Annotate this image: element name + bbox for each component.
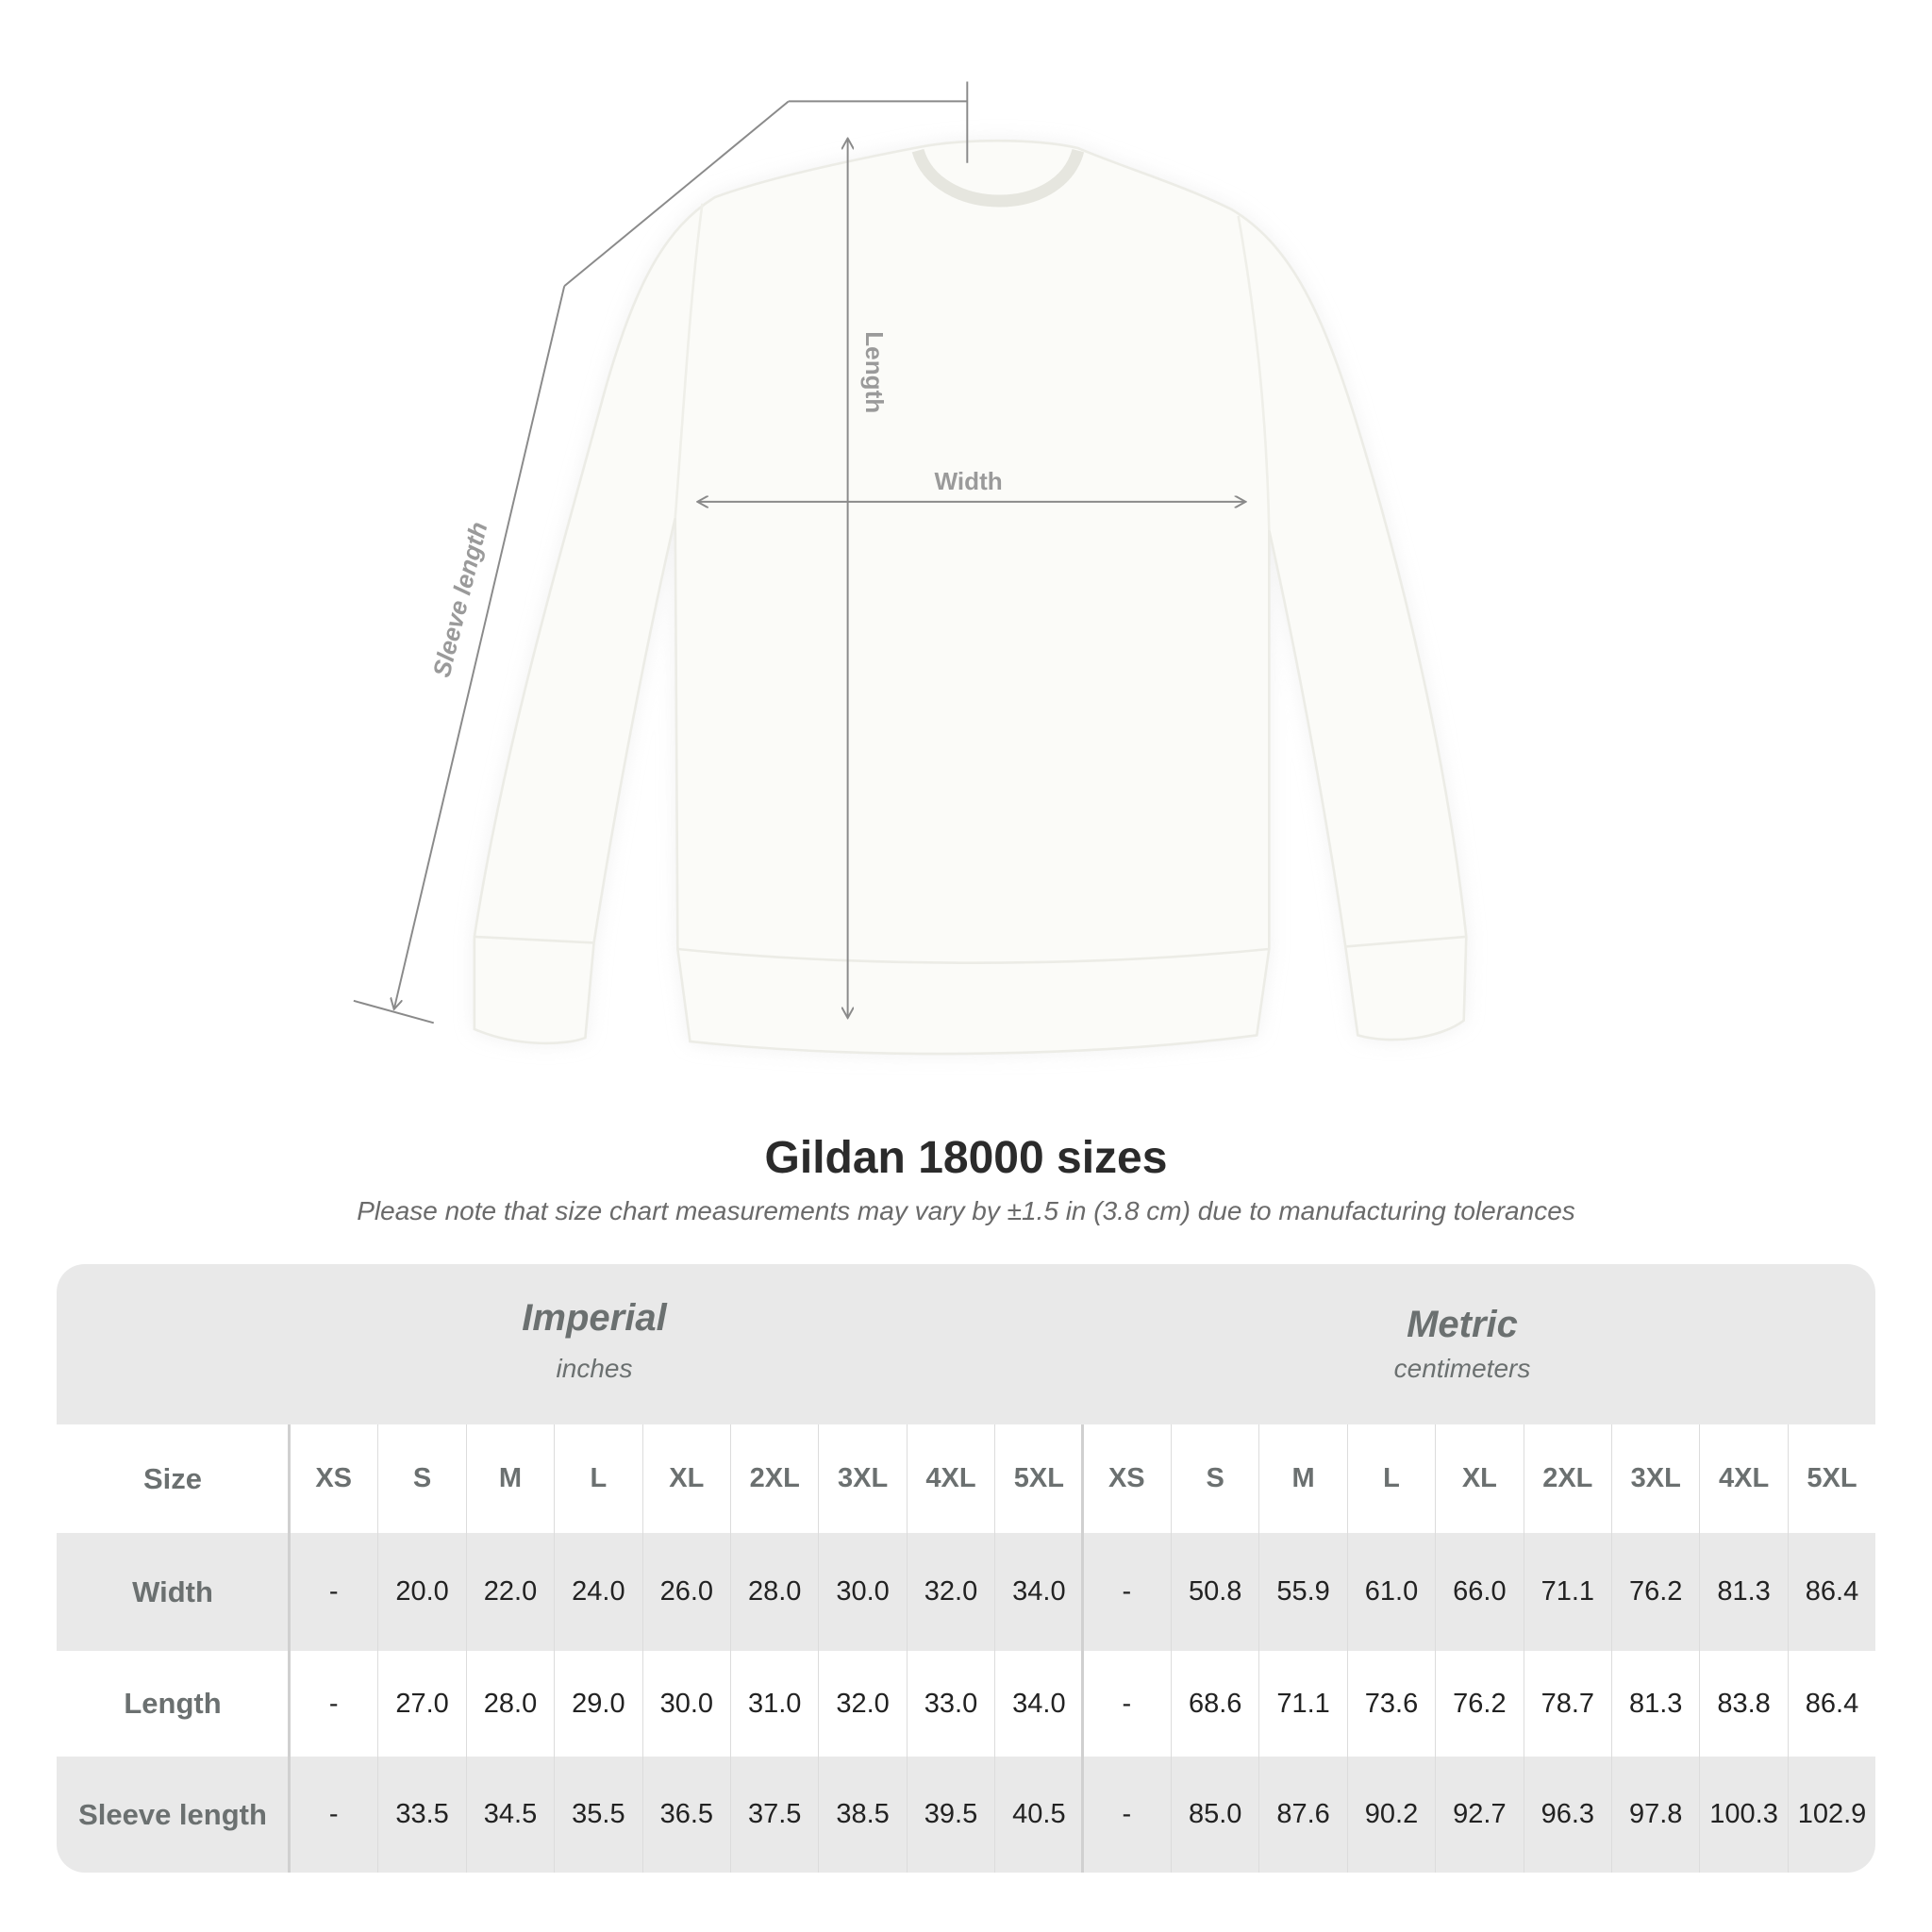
sleeve-length-label: Sleeve length (427, 519, 493, 680)
metric-cell: 50.8 (1171, 1533, 1258, 1651)
column-divider (288, 1424, 291, 1873)
imperial-cell: 35.5 (554, 1757, 641, 1873)
metric-cell: M (1258, 1424, 1346, 1533)
table-row: Width - 20.0 22.0 24.0 26.0 28.0 30.0 32.0 34.0 - 5… (57, 1533, 1875, 1651)
metric-cell: - (1122, 1688, 1132, 1719)
sweatshirt-shape (473, 139, 1468, 1056)
imperial-cell: XS (315, 1463, 353, 1493)
metric-cell: 102.9 (1787, 1757, 1875, 1873)
row-band (57, 1757, 1875, 1873)
imperial-cell: S (377, 1424, 465, 1533)
metric-cell: 55.9 (1258, 1533, 1346, 1651)
imperial-cell: 27.0 (377, 1651, 465, 1757)
imperial-cell: 36.5 (641, 1757, 730, 1873)
imperial-cell: - (328, 1576, 339, 1607)
measurement-lines (353, 81, 1244, 1024)
metric-cell: 76.2 (1611, 1533, 1699, 1651)
metric-cell: 86.4 (1787, 1651, 1875, 1757)
metric-cell: 78.7 (1523, 1651, 1611, 1757)
imperial-cell: 5XL (994, 1424, 1082, 1533)
imperial-cell: 20.0 (377, 1533, 465, 1651)
table-row: Length - 27.0 28.0 29.0 30.0 31.0 32.0 33.0 34.0 -… (57, 1651, 1875, 1757)
imperial-title: Imperial (522, 1297, 667, 1339)
length-label: Length (860, 331, 889, 413)
metric-unit: centimeters (1393, 1354, 1531, 1383)
metric-cell: 66.0 (1435, 1533, 1523, 1651)
system-header-band (57, 1264, 1875, 1424)
table-row: Sleeve length - 33.5 34.5 35.5 36.5 37.5 38.5 39… (57, 1757, 1875, 1873)
row-label: Size (142, 1461, 203, 1495)
metric-cell: L (1346, 1424, 1435, 1533)
imperial-cell: 32.0 (818, 1651, 906, 1757)
metric-cell: 2XL (1523, 1424, 1611, 1533)
sweatshirt-illustration: Length Width Sleeve length (353, 81, 1468, 1056)
metric-cell: 96.3 (1523, 1757, 1611, 1873)
imperial-cell: 2XL (730, 1424, 818, 1533)
metric-title: Metric (1407, 1304, 1518, 1345)
metric-cell: 85.0 (1171, 1757, 1258, 1873)
row-label: Width (132, 1574, 213, 1608)
metric-cell: 3XL (1611, 1424, 1699, 1533)
imperial-cell: 28.0 (465, 1651, 554, 1757)
metric-cell: 4XL (1699, 1424, 1787, 1533)
imperial-cell: - (328, 1799, 339, 1829)
imperial-unit: inches (556, 1354, 633, 1383)
imperial-cell: 34.0 (994, 1651, 1082, 1757)
imperial-cell: 28.0 (730, 1533, 818, 1651)
imperial-cell: 30.0 (818, 1533, 906, 1651)
metric-cell: 87.6 (1258, 1757, 1346, 1873)
imperial-cell: 29.0 (554, 1651, 641, 1757)
row-label: Length (124, 1687, 222, 1720)
metric-cell: - (1122, 1576, 1132, 1607)
size-table: Imperial inches Metric centimeters Size X… (57, 1264, 1875, 1873)
metric-cell: 81.3 (1611, 1651, 1699, 1757)
metric-cell: 73.6 (1346, 1651, 1435, 1757)
imperial-cell: 38.5 (818, 1757, 906, 1873)
imperial-cell: 40.5 (994, 1757, 1082, 1873)
metric-cell: 90.2 (1346, 1757, 1435, 1873)
row-band (57, 1533, 1875, 1651)
metric-cell: 76.2 (1435, 1651, 1523, 1757)
metric-cell: 83.8 (1699, 1651, 1787, 1757)
imperial-cell: 34.0 (994, 1533, 1082, 1651)
column-divider (1081, 1424, 1084, 1873)
imperial-cell: 39.5 (906, 1757, 994, 1873)
metric-cell: 100.3 (1699, 1757, 1787, 1873)
metric-cell: 92.7 (1435, 1757, 1523, 1873)
metric-cell: 71.1 (1523, 1533, 1611, 1651)
metric-cell: 68.6 (1171, 1651, 1258, 1757)
imperial-cell: 22.0 (465, 1533, 554, 1651)
width-label: Width (934, 467, 1002, 495)
metric-cell: - (1122, 1799, 1132, 1829)
imperial-cell: 33.5 (377, 1757, 465, 1873)
imperial-cell: XL (641, 1424, 730, 1533)
metric-cell: 5XL (1787, 1424, 1875, 1533)
metric-cell: 81.3 (1699, 1533, 1787, 1651)
imperial-cell: 31.0 (730, 1651, 818, 1757)
imperial-cell: 4XL (906, 1424, 994, 1533)
imperial-cell: 34.5 (465, 1757, 554, 1873)
imperial-cell: 26.0 (641, 1533, 730, 1651)
metric-cell: 61.0 (1346, 1533, 1435, 1651)
imperial-cell: 24.0 (554, 1533, 641, 1651)
metric-cell: S (1171, 1424, 1258, 1533)
imperial-cell: M (465, 1424, 554, 1533)
imperial-cell: 33.0 (906, 1651, 994, 1757)
metric-cell: 71.1 (1258, 1651, 1346, 1757)
imperial-cell: 3XL (818, 1424, 906, 1533)
page-title: Gildan 18000 sizes (764, 1133, 1168, 1183)
imperial-cell: 30.0 (641, 1651, 730, 1757)
imperial-cell: - (328, 1688, 339, 1719)
metric-cell: XS (1108, 1463, 1145, 1493)
metric-cell: XL (1435, 1424, 1523, 1533)
imperial-cell: L (554, 1424, 641, 1533)
tolerance-note: Please note that size chart measurements… (357, 1196, 1575, 1225)
size-header-row: Size XS S M L XL 2XL 3XL 4XL 5XL XS S M L XL 2XL 3XL 4XL 5… (57, 1424, 1875, 1533)
imperial-cell: 37.5 (730, 1757, 818, 1873)
imperial-cell: 32.0 (906, 1533, 994, 1651)
metric-cell: 86.4 (1787, 1533, 1875, 1651)
row-label: Sleeve length (78, 1797, 267, 1831)
metric-cell: 97.8 (1611, 1757, 1699, 1873)
